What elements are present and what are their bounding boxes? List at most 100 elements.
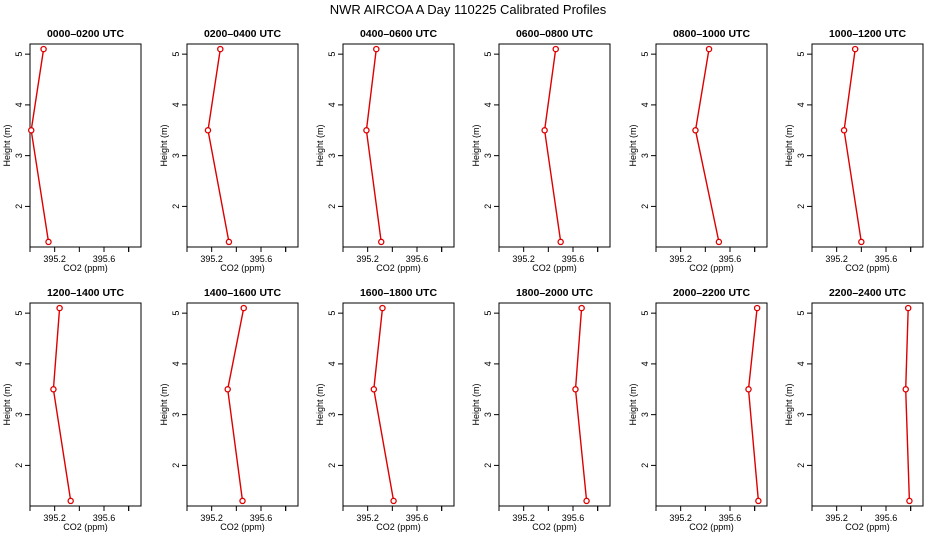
- plot-frame: [186, 43, 299, 248]
- data-point: [390, 497, 397, 505]
- data-point: [67, 497, 74, 505]
- x-axis-label: CO2 (ppm): [220, 522, 265, 532]
- panel-title: 1600–1800 UTC: [360, 287, 437, 299]
- profile-line: [30, 48, 50, 243]
- y-axis-label: Height (m): [471, 383, 481, 425]
- data-point: [851, 45, 859, 53]
- data-point: [745, 386, 752, 393]
- panel-title: 1400–1600 UTC: [204, 287, 281, 299]
- x-tick-label: 395.2: [825, 513, 848, 523]
- panel-title: 0600–0800 UTC: [516, 28, 593, 40]
- y-tick-label: 2: [327, 204, 337, 209]
- data-point: [373, 45, 380, 53]
- x-tick-label: 395.6: [93, 513, 116, 523]
- x-axis-label: CO2 (ppm): [63, 263, 108, 273]
- data-point: [379, 304, 386, 312]
- profile-line: [574, 308, 588, 501]
- profile-line: [543, 49, 562, 242]
- profile-line: [747, 308, 760, 501]
- data-point: [755, 497, 762, 505]
- x-axis-label: CO2 (ppm): [532, 522, 577, 532]
- data-point: [50, 386, 57, 393]
- data-point: [217, 45, 224, 53]
- data-point: [552, 45, 559, 53]
- x-tick-label: 395.6: [93, 254, 116, 264]
- y-tick-label: 5: [796, 52, 806, 57]
- data-point: [541, 127, 548, 134]
- y-tick-label: 3: [483, 412, 493, 417]
- x-axis-label: CO2 (ppm): [845, 522, 890, 532]
- y-tick-label: 4: [327, 361, 337, 366]
- data-point: [840, 127, 848, 134]
- data-point: [363, 127, 370, 134]
- y-tick-label: 5: [640, 311, 650, 316]
- y-tick-label: 3: [327, 412, 337, 417]
- x-tick-label: 395.2: [825, 254, 848, 264]
- plot-frame: [811, 43, 924, 248]
- x-tick-label: 395.6: [250, 513, 273, 523]
- y-tick-label: 2: [483, 204, 493, 209]
- data-point: [240, 304, 247, 312]
- y-axis-label: Height (m): [2, 383, 12, 425]
- y-axis-label: Height (m): [2, 124, 12, 166]
- x-tick-label: 395.2: [200, 254, 223, 264]
- y-tick-label: 4: [483, 361, 493, 366]
- y-tick-label: 4: [483, 102, 493, 107]
- data-point: [692, 127, 699, 134]
- data-point: [239, 497, 246, 505]
- plot-frame: [342, 302, 455, 507]
- data-point: [557, 238, 564, 246]
- x-tick-label: 395.2: [356, 254, 379, 264]
- y-tick-label: 5: [14, 52, 24, 57]
- panel-title: 2000–2200 UTC: [673, 287, 750, 299]
- y-axis-label: Height (m): [315, 383, 325, 425]
- data-point: [904, 304, 912, 312]
- x-tick-label: 395.6: [719, 513, 742, 523]
- y-tick-label: 4: [171, 361, 181, 366]
- y-tick-label: 2: [171, 204, 181, 209]
- profile-line: [904, 308, 911, 501]
- profile-line: [843, 49, 862, 243]
- panel-title: 0800–1000 UTC: [673, 28, 750, 40]
- plot-frame: [811, 302, 924, 507]
- y-tick-label: 5: [796, 311, 806, 316]
- data-point: [27, 127, 35, 134]
- y-axis-label: Height (m): [628, 383, 638, 425]
- panel-title: 1000–1200 UTC: [829, 28, 906, 40]
- y-tick-label: 2: [640, 463, 650, 468]
- y-tick-label: 3: [171, 153, 181, 158]
- plot-frame: [498, 302, 611, 507]
- x-tick-label: 395.2: [669, 513, 692, 523]
- y-axis-label: Height (m): [315, 124, 325, 166]
- x-axis-label: CO2 (ppm): [532, 263, 577, 273]
- plot-frame: [655, 43, 768, 248]
- y-tick-label: 3: [171, 412, 181, 417]
- y-axis-label: Height (m): [628, 124, 638, 166]
- plot-frame: [29, 302, 142, 507]
- x-tick-label: 395.6: [562, 254, 585, 264]
- panel-title: 1200–1400 UTC: [47, 287, 124, 299]
- y-tick-label: 3: [327, 153, 337, 158]
- panel-title: 0400–0600 UTC: [360, 28, 437, 40]
- data-point: [583, 497, 590, 505]
- y-tick-label: 5: [640, 52, 650, 57]
- x-axis-label: CO2 (ppm): [220, 263, 265, 273]
- x-tick-label: 395.6: [250, 254, 273, 264]
- data-point: [902, 386, 909, 393]
- plot-frame: [342, 43, 455, 248]
- profile-line: [207, 48, 230, 243]
- x-axis-label: CO2 (ppm): [689, 522, 734, 532]
- x-tick-label: 395.2: [669, 254, 692, 264]
- y-axis-label: Height (m): [784, 124, 794, 166]
- y-tick-label: 3: [796, 153, 806, 158]
- plot-frame: [186, 302, 299, 507]
- data-point: [753, 304, 761, 312]
- y-axis-label: Height (m): [784, 383, 794, 425]
- y-tick-label: 3: [483, 153, 493, 158]
